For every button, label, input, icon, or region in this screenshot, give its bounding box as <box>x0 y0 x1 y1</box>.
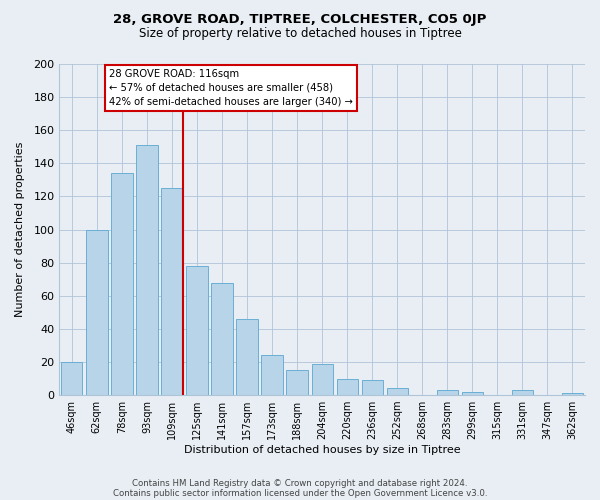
X-axis label: Distribution of detached houses by size in Tiptree: Distribution of detached houses by size … <box>184 445 460 455</box>
Bar <box>136 145 158 395</box>
Text: Contains public sector information licensed under the Open Government Licence v3: Contains public sector information licen… <box>113 488 487 498</box>
Bar <box>61 362 82 395</box>
Bar <box>236 319 258 395</box>
Bar <box>211 282 233 395</box>
Bar <box>512 390 533 395</box>
Y-axis label: Number of detached properties: Number of detached properties <box>15 142 25 317</box>
Bar <box>362 380 383 395</box>
Text: Contains HM Land Registry data © Crown copyright and database right 2024.: Contains HM Land Registry data © Crown c… <box>132 478 468 488</box>
Bar <box>286 370 308 395</box>
Bar <box>562 394 583 395</box>
Bar <box>111 174 133 395</box>
Bar <box>311 364 333 395</box>
Bar <box>337 378 358 395</box>
Text: Size of property relative to detached houses in Tiptree: Size of property relative to detached ho… <box>139 28 461 40</box>
Bar <box>386 388 408 395</box>
Text: 28, GROVE ROAD, TIPTREE, COLCHESTER, CO5 0JP: 28, GROVE ROAD, TIPTREE, COLCHESTER, CO5… <box>113 12 487 26</box>
Bar <box>437 390 458 395</box>
Bar <box>262 356 283 395</box>
Bar <box>187 266 208 395</box>
Bar <box>86 230 107 395</box>
Bar <box>462 392 483 395</box>
Bar <box>161 188 182 395</box>
Text: 28 GROVE ROAD: 116sqm
← 57% of detached houses are smaller (458)
42% of semi-det: 28 GROVE ROAD: 116sqm ← 57% of detached … <box>109 69 353 107</box>
